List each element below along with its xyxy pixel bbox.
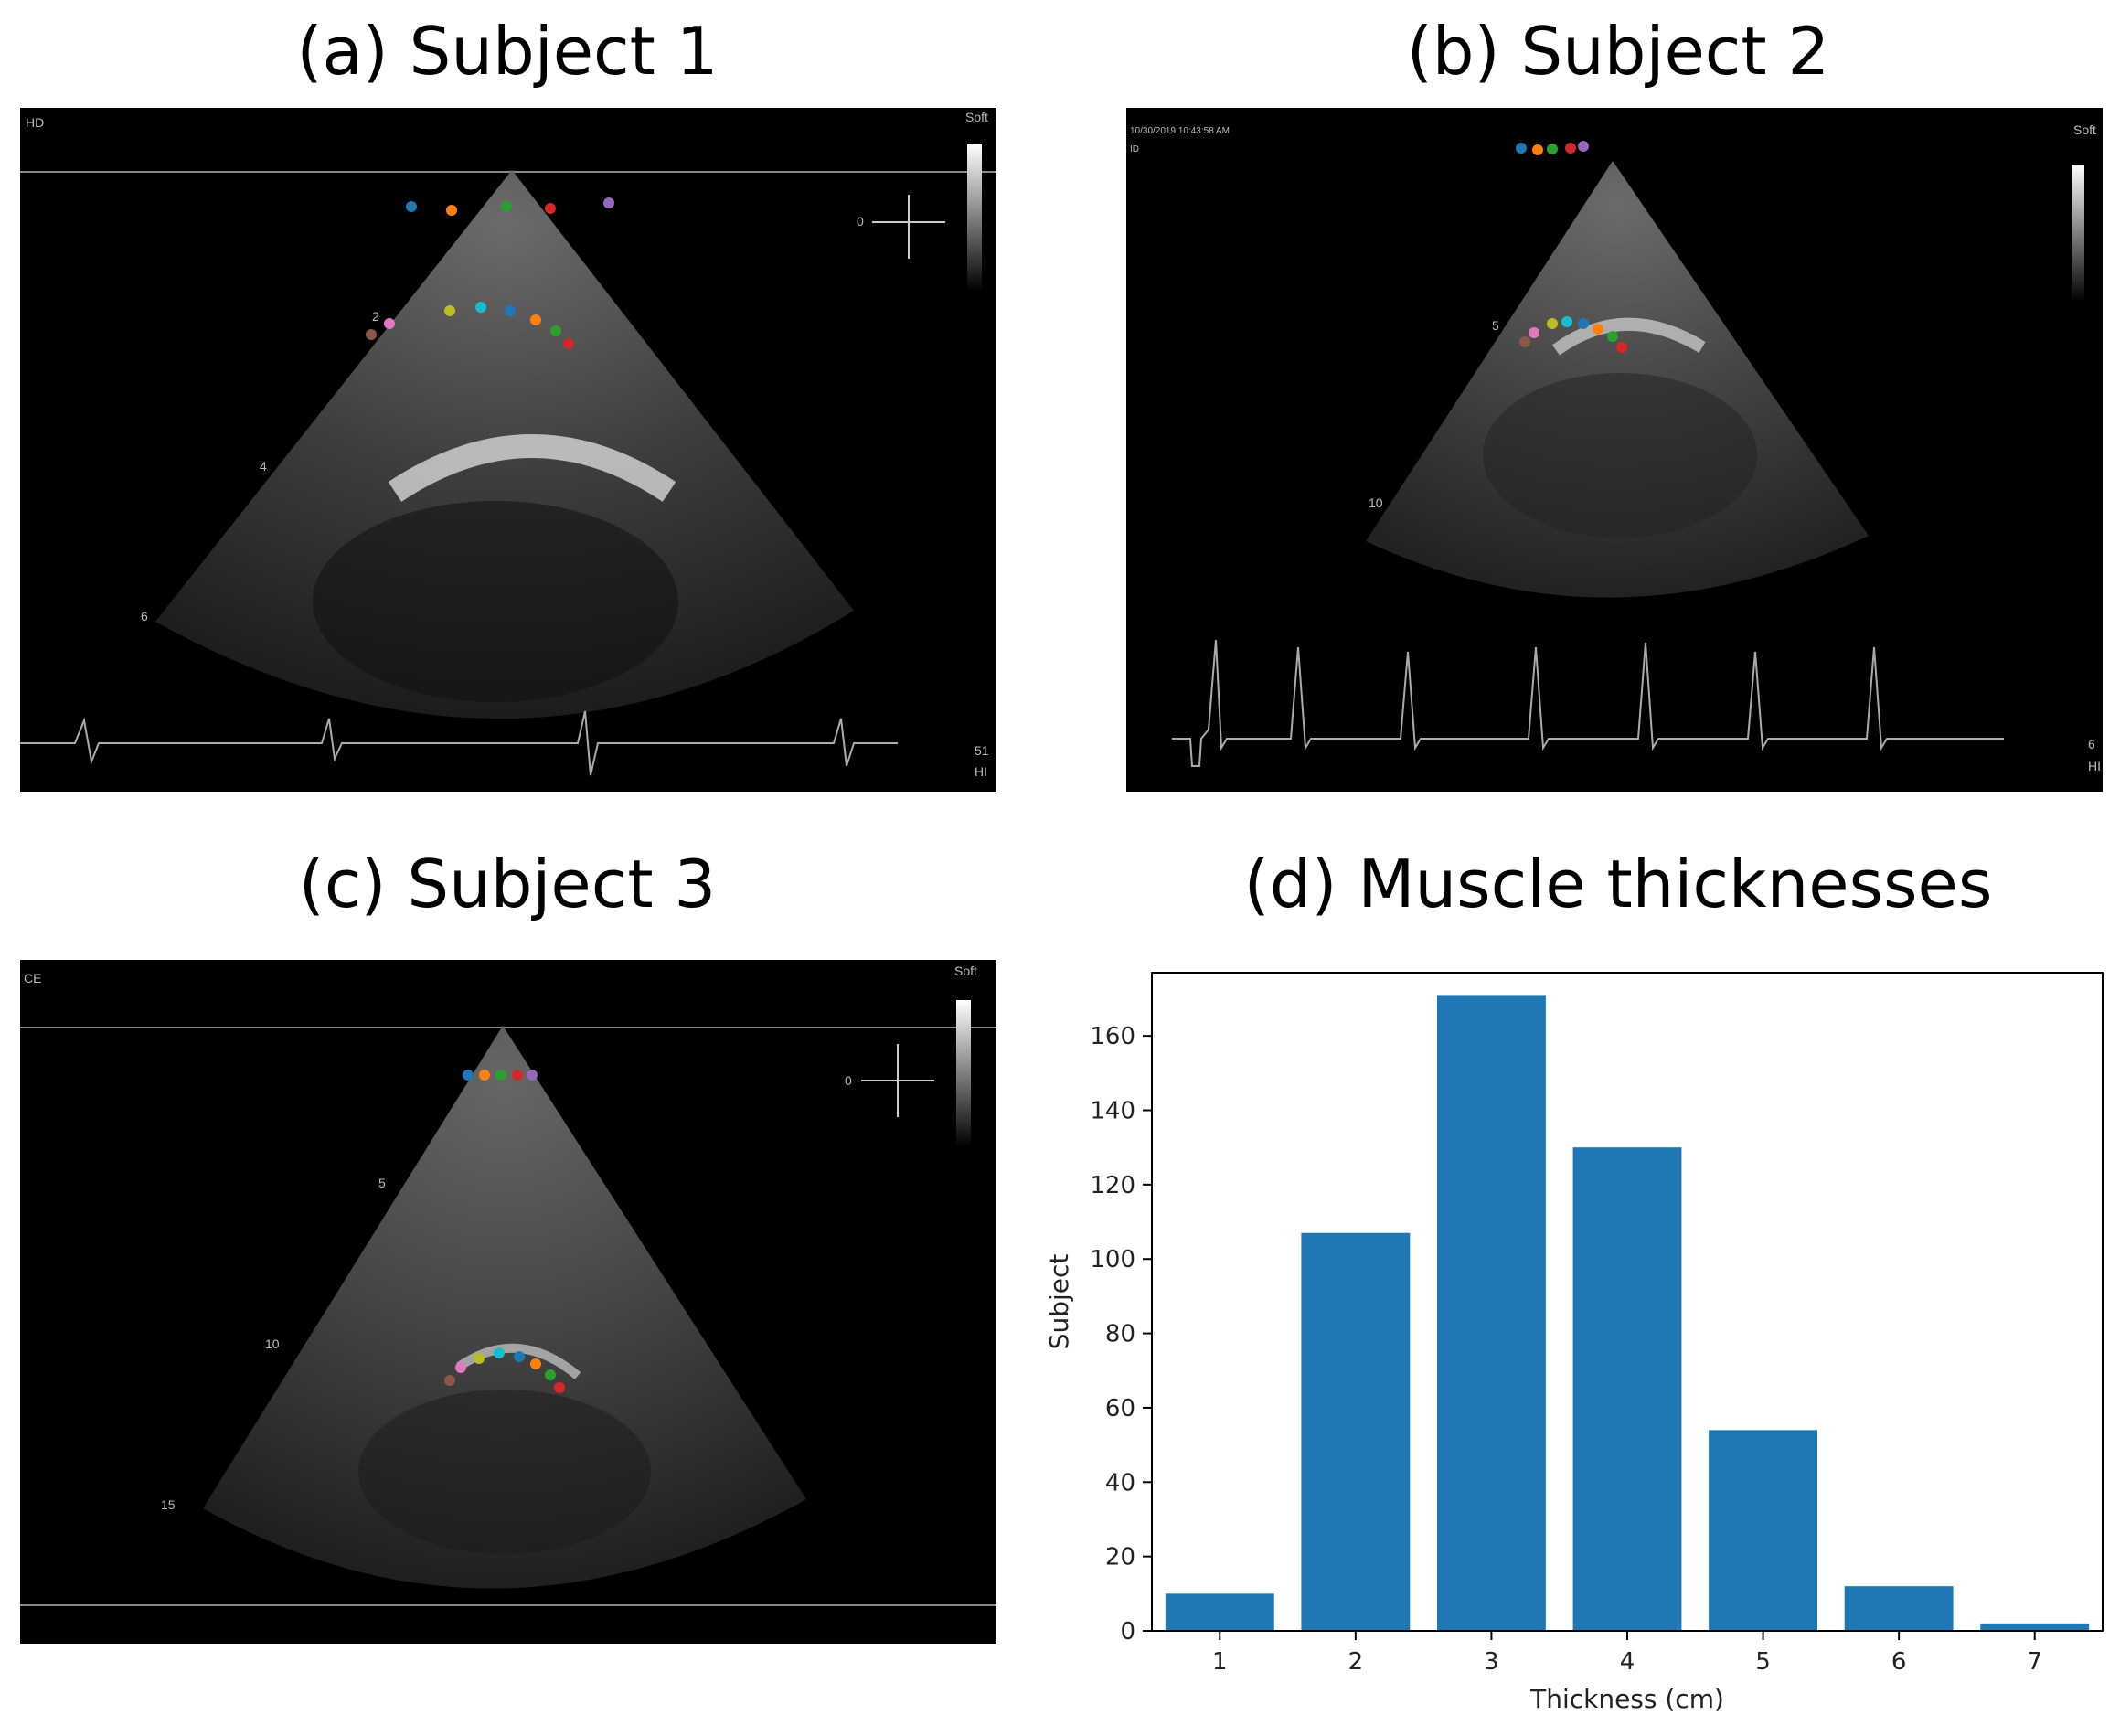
landmark-marker bbox=[475, 302, 486, 313]
depth-label-c-5: 5 bbox=[378, 1176, 386, 1190]
ultrasound-panel-a: HD Soft 0 2 4 6 51 HI bbox=[20, 108, 996, 792]
landmark-marker bbox=[530, 314, 541, 325]
y-tick-label: 100 bbox=[1090, 1246, 1135, 1273]
ultrasound-panel-b: 10/30/2019 10:43:58 AM ID Soft 5 10 6 HI bbox=[1126, 108, 2103, 792]
x-tick-label: 5 bbox=[1755, 1648, 1771, 1676]
bar-1 bbox=[1165, 1593, 1274, 1631]
y-tick-label: 0 bbox=[1120, 1618, 1135, 1645]
landmark-marker bbox=[1547, 318, 1558, 329]
overlay-soft-b: Soft bbox=[2073, 122, 2096, 137]
chart-title: (d) Muscle thicknesses bbox=[1243, 846, 1993, 922]
y-tick-label: 40 bbox=[1105, 1469, 1135, 1496]
x-tick-label: 3 bbox=[1484, 1648, 1499, 1676]
landmark-marker bbox=[1519, 336, 1530, 347]
bar-3 bbox=[1437, 995, 1546, 1631]
depth-label-a-6: 6 bbox=[141, 609, 148, 623]
panel-b-title: (b) Subject 2 bbox=[1406, 13, 1830, 90]
landmark-marker bbox=[366, 329, 377, 340]
y-axis-label: Subject bbox=[1044, 1254, 1074, 1350]
landmark-marker bbox=[444, 305, 455, 316]
landmark-marker bbox=[554, 1382, 565, 1393]
overlay-timestamp: 10/30/2019 10:43:58 AM bbox=[1130, 126, 1230, 136]
landmark-marker bbox=[463, 1070, 474, 1081]
landmark-marker bbox=[563, 338, 574, 349]
landmark-marker bbox=[1578, 141, 1589, 152]
landmark-marker bbox=[1578, 318, 1589, 329]
depth-label-a-2: 2 bbox=[372, 309, 379, 324]
overlay-zero-a: 0 bbox=[857, 214, 864, 229]
x-tick-label: 1 bbox=[1212, 1648, 1228, 1676]
landmark-marker bbox=[514, 1351, 525, 1362]
overlay-soft-a: Soft bbox=[965, 110, 988, 124]
y-tick-label: 120 bbox=[1090, 1172, 1135, 1199]
landmark-marker bbox=[406, 201, 417, 212]
overlay-ce: CE bbox=[24, 971, 42, 985]
landmark-marker bbox=[501, 201, 512, 212]
landmark-marker bbox=[512, 1070, 523, 1081]
ultrasound-image-b bbox=[1172, 141, 2084, 767]
landmark-marker bbox=[1561, 316, 1572, 327]
bar-7 bbox=[1980, 1623, 2090, 1631]
x-tick-label: 4 bbox=[1620, 1648, 1635, 1676]
panel-c-title: (c) Subject 3 bbox=[298, 846, 717, 922]
bar-6 bbox=[1844, 1586, 1954, 1631]
overlay-br1-b: 6 bbox=[2088, 737, 2095, 751]
depth-label-c-10: 10 bbox=[265, 1337, 280, 1351]
landmark-marker bbox=[479, 1070, 490, 1081]
landmark-marker bbox=[527, 1070, 538, 1081]
landmark-marker bbox=[550, 325, 561, 336]
overlay-zero-c: 0 bbox=[845, 1073, 852, 1088]
bar-5 bbox=[1709, 1430, 1817, 1631]
landmark-marker bbox=[1529, 327, 1539, 338]
bar-4 bbox=[1572, 1147, 1682, 1631]
depth-label-c-15: 15 bbox=[161, 1497, 176, 1512]
landmark-marker bbox=[1547, 144, 1558, 154]
landmark-marker bbox=[495, 1070, 506, 1081]
depth-label-b-10: 10 bbox=[1369, 495, 1383, 510]
y-tick-label: 80 bbox=[1105, 1321, 1135, 1348]
landmark-marker bbox=[474, 1353, 485, 1364]
y-tick-label: 20 bbox=[1105, 1544, 1135, 1571]
overlay-id: ID bbox=[1130, 144, 1139, 154]
ecg-trace-a bbox=[20, 710, 898, 776]
x-tick-label: 7 bbox=[2027, 1648, 2042, 1676]
depth-label-a-4: 4 bbox=[260, 459, 267, 474]
muscle-thickness-bar-chart: 0 20 40 60 80 100 120 140 160 1 2 3 4 5 6 7 Thickness (c… bbox=[1044, 972, 2104, 1714]
panel-a-title: (a) Subject 1 bbox=[296, 13, 719, 90]
bar-2 bbox=[1301, 1232, 1411, 1631]
x-tick-label: 6 bbox=[1891, 1648, 1907, 1676]
landmark-marker bbox=[603, 197, 614, 208]
depth-label-b-5: 5 bbox=[1492, 318, 1499, 333]
landmark-marker bbox=[455, 1362, 466, 1373]
landmark-marker bbox=[446, 205, 457, 216]
overlay-hd: HD bbox=[26, 115, 45, 130]
landmark-marker bbox=[444, 1375, 455, 1386]
overlay-br2-a: HI bbox=[975, 764, 987, 779]
ultrasound-image-c bbox=[20, 1000, 996, 1606]
landmark-marker bbox=[1616, 342, 1627, 353]
y-tick-label: 160 bbox=[1090, 1023, 1135, 1050]
landmark-marker bbox=[1593, 324, 1603, 335]
landmark-marker bbox=[530, 1358, 541, 1369]
overlay-br1-a: 51 bbox=[975, 743, 989, 758]
landmark-marker bbox=[1565, 143, 1576, 154]
ecg-trace-b bbox=[1172, 639, 2004, 767]
landmark-marker bbox=[1532, 144, 1543, 155]
x-tick-label: 2 bbox=[1348, 1648, 1364, 1676]
y-tick-label: 60 bbox=[1105, 1395, 1135, 1422]
landmark-marker bbox=[545, 203, 556, 214]
ultrasound-panel-c: CE Soft 0 5 10 15 bbox=[20, 960, 996, 1644]
landmark-marker bbox=[505, 305, 516, 316]
landmark-marker bbox=[384, 318, 395, 329]
y-tick-label: 140 bbox=[1090, 1098, 1135, 1125]
landmark-marker bbox=[545, 1369, 556, 1380]
overlay-soft-c: Soft bbox=[954, 964, 977, 978]
landmark-marker bbox=[1516, 143, 1527, 154]
ultrasound-image-a bbox=[20, 144, 996, 776]
overlay-br2-b: HI bbox=[2088, 759, 2101, 773]
landmark-marker bbox=[1607, 331, 1618, 342]
x-axis-label: Thickness (cm) bbox=[1529, 1684, 1724, 1714]
landmark-marker bbox=[494, 1347, 505, 1358]
sector-c bbox=[203, 1026, 806, 1589]
